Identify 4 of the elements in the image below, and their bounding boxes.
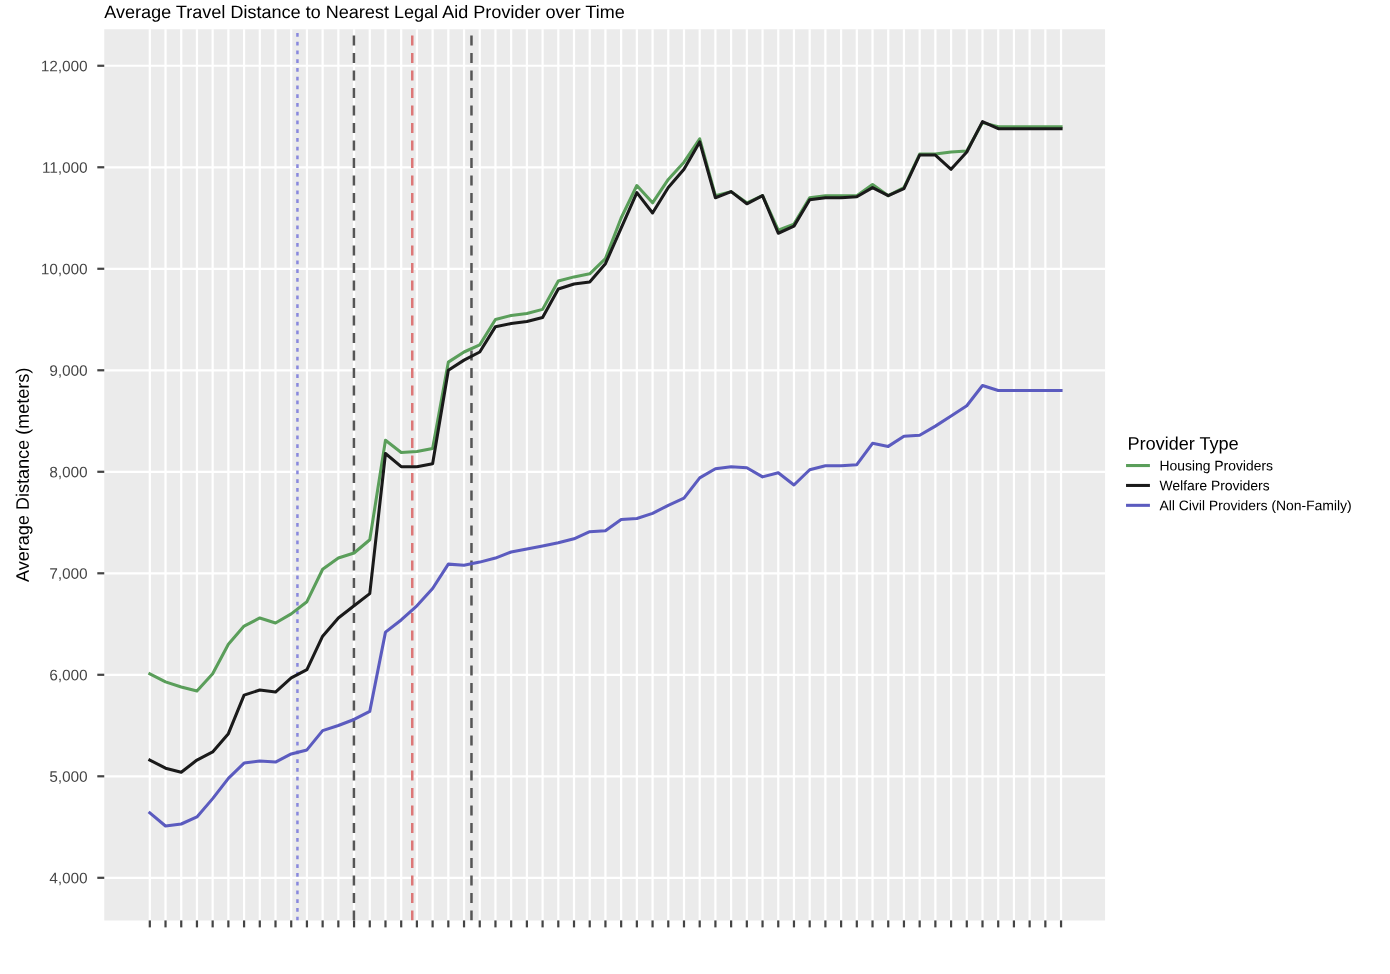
y-axis-title: Average Distance (meters) xyxy=(15,368,33,582)
line-series xyxy=(148,383,1063,828)
legend-title: Provider Type xyxy=(1129,436,1238,454)
chart-title: Average Travel Distance to Nearest Legal Aid Provider over Time xyxy=(104,5,624,22)
